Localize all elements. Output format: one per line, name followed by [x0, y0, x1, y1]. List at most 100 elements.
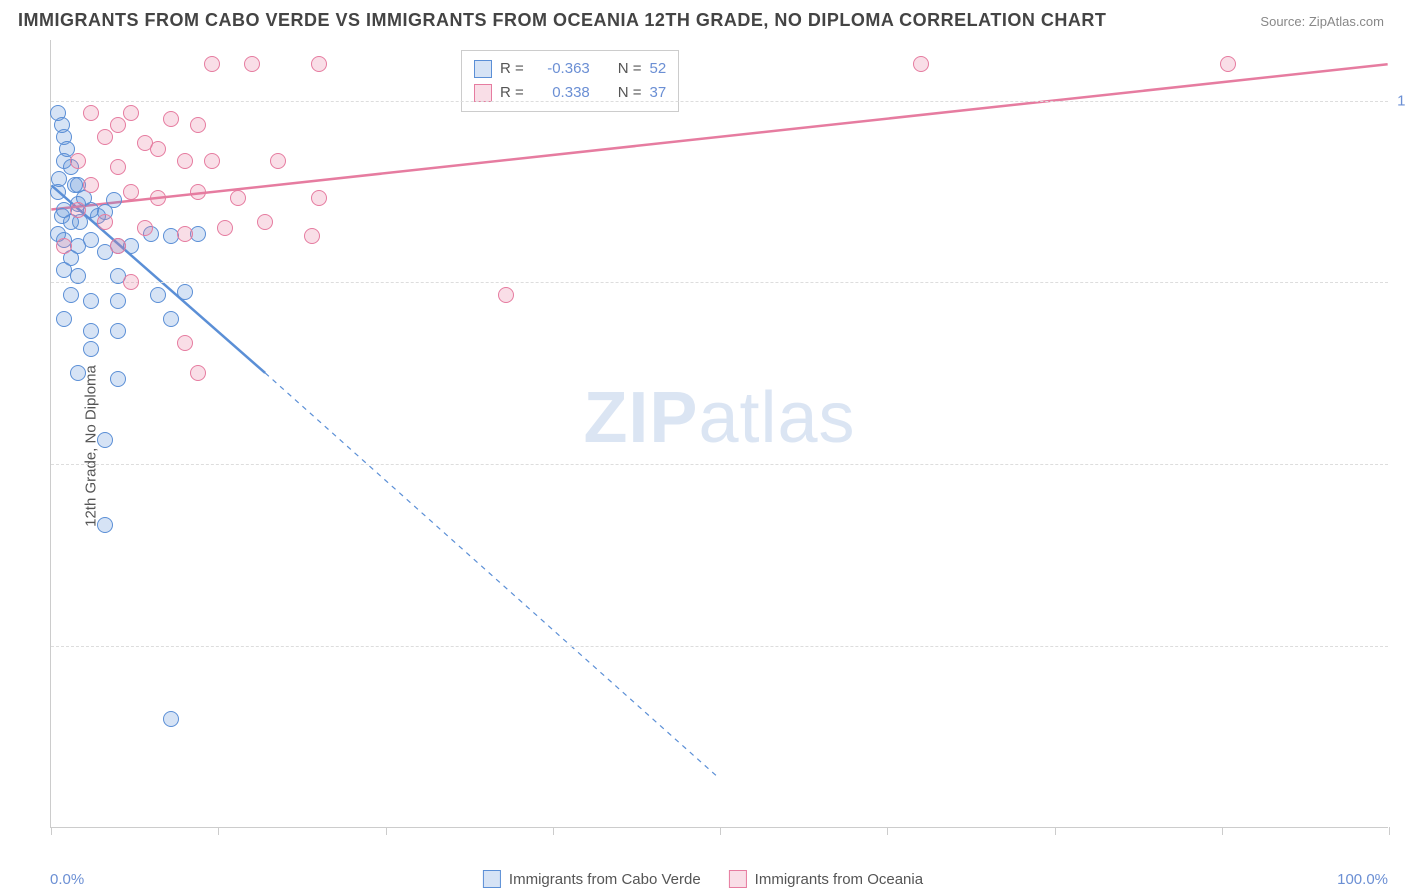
data-point	[230, 190, 246, 206]
gridline	[51, 464, 1388, 465]
data-point	[97, 432, 113, 448]
data-point	[270, 153, 286, 169]
data-point	[70, 153, 86, 169]
x-tick	[218, 827, 219, 835]
data-point	[150, 287, 166, 303]
data-point	[311, 190, 327, 206]
legend-item: Immigrants from Cabo Verde	[483, 870, 701, 888]
data-point	[63, 287, 79, 303]
trend-line	[51, 64, 1387, 209]
data-point	[204, 56, 220, 72]
data-point	[56, 238, 72, 254]
source-attribution: Source: ZipAtlas.com	[1260, 14, 1384, 29]
data-point	[177, 226, 193, 242]
data-point	[304, 228, 320, 244]
data-point	[110, 371, 126, 387]
data-point	[106, 192, 122, 208]
data-point	[83, 232, 99, 248]
legend-label: Immigrants from Oceania	[755, 871, 923, 888]
data-point	[110, 159, 126, 175]
data-point	[913, 56, 929, 72]
x-axis-min-label: 0.0%	[50, 871, 84, 888]
data-point	[50, 184, 66, 200]
data-point	[83, 341, 99, 357]
watermark-logo: ZIPatlas	[583, 377, 855, 459]
data-point	[70, 365, 86, 381]
data-point	[150, 141, 166, 157]
data-point	[150, 190, 166, 206]
y-tick-label: 70.0%	[1393, 456, 1406, 473]
x-tick	[1222, 827, 1223, 835]
x-axis-max-label: 100.0%	[1337, 871, 1388, 888]
data-point	[311, 56, 327, 72]
data-point	[204, 153, 220, 169]
y-tick-label: 100.0%	[1393, 92, 1406, 109]
y-tick-label: 85.0%	[1393, 274, 1406, 291]
data-point	[257, 214, 273, 230]
legend-swatch	[474, 84, 492, 102]
data-point	[177, 284, 193, 300]
data-point	[123, 105, 139, 121]
data-point	[190, 184, 206, 200]
data-point	[110, 238, 126, 254]
watermark-light: atlas	[698, 378, 855, 458]
data-point	[190, 117, 206, 133]
watermark-bold: ZIP	[583, 378, 698, 458]
x-tick	[887, 827, 888, 835]
gridline	[51, 282, 1388, 283]
legend-item: Immigrants from Oceania	[729, 870, 923, 888]
data-point	[498, 287, 514, 303]
data-point	[97, 129, 113, 145]
data-point	[190, 365, 206, 381]
data-point	[83, 105, 99, 121]
data-point	[123, 274, 139, 290]
source-name: ZipAtlas.com	[1309, 14, 1384, 29]
data-point	[244, 56, 260, 72]
r-value: -0.363	[532, 57, 590, 81]
data-point	[110, 323, 126, 339]
data-point	[83, 177, 99, 193]
x-tick	[1389, 827, 1390, 835]
stats-legend-row: R = -0.363 N = 52	[474, 57, 666, 81]
x-tick	[386, 827, 387, 835]
chart-title: IMMIGRANTS FROM CABO VERDE VS IMMIGRANTS…	[18, 10, 1106, 31]
x-tick	[1055, 827, 1056, 835]
plot-area: ZIPatlas R = -0.363 N = 52 R = 0.338 N =…	[50, 40, 1388, 828]
data-point	[123, 184, 139, 200]
data-point	[110, 293, 126, 309]
data-point	[163, 311, 179, 327]
data-point	[97, 517, 113, 533]
data-point	[97, 214, 113, 230]
legend-swatch	[474, 60, 492, 78]
series-legend: Immigrants from Cabo Verde Immigrants fr…	[483, 870, 923, 888]
trend-line-dashed	[265, 373, 719, 779]
data-point	[110, 117, 126, 133]
data-point	[70, 202, 86, 218]
source-label: Source:	[1260, 14, 1305, 29]
legend-label: Immigrants from Cabo Verde	[509, 871, 701, 888]
x-tick	[720, 827, 721, 835]
y-tick-label: 55.0%	[1393, 638, 1406, 655]
trend-lines-layer	[51, 40, 1388, 827]
data-point	[83, 293, 99, 309]
r-prefix: R =	[500, 57, 524, 81]
data-point	[56, 311, 72, 327]
x-tick	[51, 827, 52, 835]
data-point	[163, 711, 179, 727]
data-point	[1220, 56, 1236, 72]
legend-swatch	[483, 870, 501, 888]
n-value: 52	[650, 57, 667, 81]
x-tick	[553, 827, 554, 835]
stats-legend: R = -0.363 N = 52 R = 0.338 N = 37	[461, 50, 679, 112]
gridline	[51, 101, 1388, 102]
data-point	[70, 268, 86, 284]
gridline	[51, 646, 1388, 647]
data-point	[137, 220, 153, 236]
data-point	[177, 153, 193, 169]
data-point	[83, 323, 99, 339]
data-point	[177, 335, 193, 351]
data-point	[217, 220, 233, 236]
data-point	[163, 111, 179, 127]
legend-swatch	[729, 870, 747, 888]
n-prefix: N =	[618, 57, 642, 81]
